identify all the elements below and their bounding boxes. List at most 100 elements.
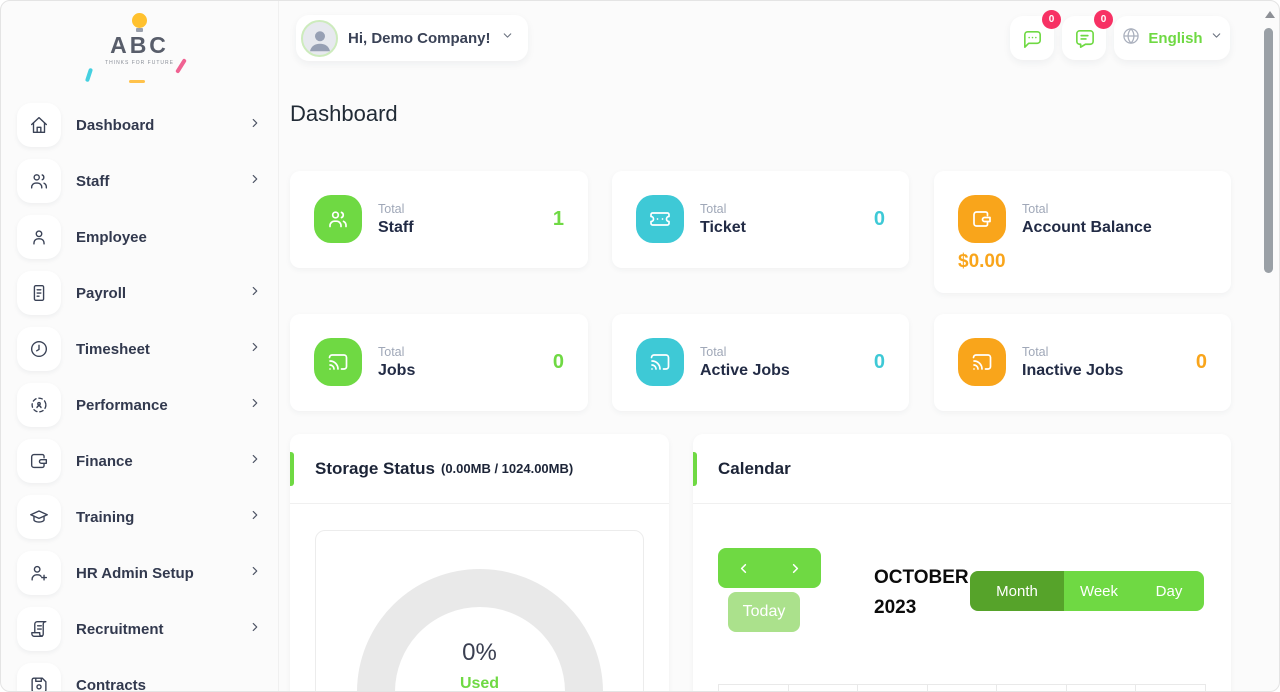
scrollbar[interactable]: [1262, 3, 1277, 691]
logo-accent-amber: [129, 80, 145, 83]
calendar-view-switcher: Month Week Day: [970, 571, 1204, 611]
stat-card-account-balance: Total Account Balance $0.00: [934, 171, 1231, 293]
language-selector[interactable]: English: [1114, 16, 1230, 60]
chevron-right-icon: [248, 452, 262, 471]
stat-value: 0: [553, 351, 564, 374]
calendar-panel: Calendar Today OCTOBER 2023 Month Week D…: [693, 434, 1231, 692]
calendar-month-title: OCTOBER 2023: [874, 563, 984, 623]
sidebar-item-hr-admin-setup[interactable]: HR Admin Setup: [17, 551, 262, 595]
stat-label-top: Total: [1022, 345, 1196, 359]
today-button[interactable]: Today: [728, 592, 800, 632]
logo-accent-cyan: [85, 68, 93, 83]
sidebar-item-label: Contracts: [76, 677, 262, 692]
month-view-button[interactable]: Month: [970, 571, 1064, 611]
wallet-icon: [958, 195, 1006, 243]
calendar-grid: [718, 684, 1206, 692]
stat-label-top: Total: [700, 345, 874, 359]
calendar-grid-cell[interactable]: [1066, 684, 1137, 692]
stat-label-top: Total: [378, 202, 553, 216]
sidebar-item-contracts[interactable]: Contracts: [17, 663, 262, 692]
sidebar-item-employee[interactable]: Employee: [17, 215, 262, 259]
sidebar-item-label: Recruitment: [76, 621, 248, 638]
cast-icon: [314, 338, 362, 386]
chevron-right-icon: [248, 620, 262, 639]
user-icon: [17, 215, 61, 259]
sidebar-item-payroll[interactable]: Payroll: [17, 271, 262, 315]
stat-value: 0: [874, 351, 885, 374]
users-icon: [314, 195, 362, 243]
sidebar-item-finance[interactable]: Finance: [17, 439, 262, 483]
sidebar: ABC THINKS FOR FUTURE Dashboard Staff Em…: [1, 1, 279, 691]
sidebar-item-label: Employee: [76, 229, 262, 246]
messages-button[interactable]: 0: [1010, 16, 1054, 60]
scroll-up-arrow-icon[interactable]: [1265, 11, 1275, 18]
calendar-title: Calendar: [718, 459, 791, 479]
app-window: ABC THINKS FOR FUTURE Dashboard Staff Em…: [0, 0, 1280, 692]
sidebar-item-performance[interactable]: Performance: [17, 383, 262, 427]
sidebar-item-label: Timesheet: [76, 341, 248, 358]
panel-accent: [290, 452, 294, 486]
calendar-grid-cell[interactable]: [788, 684, 859, 692]
scroll-icon: [17, 607, 61, 651]
user-menu[interactable]: Hi, Demo Company!: [296, 15, 528, 61]
stat-value: 0: [1196, 351, 1207, 374]
next-month-button[interactable]: [770, 548, 822, 588]
week-view-button[interactable]: Week: [1064, 571, 1134, 611]
sidebar-item-label: Staff: [76, 173, 248, 190]
language-label: English: [1148, 30, 1202, 47]
chevron-right-icon: [248, 340, 262, 359]
brand-logo[interactable]: ABC THINKS FOR FUTURE: [1, 1, 278, 103]
stat-label: Jobs: [378, 362, 553, 380]
storage-donut-chart: [357, 569, 603, 692]
sidebar-item-timesheet[interactable]: Timesheet: [17, 327, 262, 371]
sidebar-item-training[interactable]: Training: [17, 495, 262, 539]
day-view-button[interactable]: Day: [1134, 571, 1204, 611]
storage-donut-card: 0% Used: [315, 530, 644, 692]
wallet-icon: [17, 439, 61, 483]
sidebar-item-label: Payroll: [76, 285, 248, 302]
messages-badge: 0: [1042, 10, 1061, 29]
calendar-grid-cell[interactable]: [718, 684, 789, 692]
ticket-icon: [636, 195, 684, 243]
calendar-grid-cell[interactable]: [996, 684, 1067, 692]
chevron-right-icon: [248, 284, 262, 303]
prev-month-button[interactable]: [718, 548, 770, 588]
cast-icon: [636, 338, 684, 386]
chevron-right-icon: [248, 508, 262, 527]
lightbulb-icon: [132, 13, 147, 28]
chevron-right-icon: [248, 564, 262, 583]
target-icon: [17, 383, 61, 427]
storage-title: Storage Status: [315, 459, 435, 479]
cast-icon: [958, 338, 1006, 386]
clock-icon: [17, 327, 61, 371]
calendar-grid-cell[interactable]: [927, 684, 998, 692]
panel-accent: [693, 452, 697, 486]
receipt-icon: [17, 271, 61, 315]
users-icon: [17, 159, 61, 203]
stat-value: 1: [553, 208, 564, 231]
graduation-icon: [17, 495, 61, 539]
globe-icon: [1121, 26, 1141, 51]
sidebar-menu: Dashboard Staff Employee Payroll Timeshe…: [1, 103, 278, 692]
calendar-grid-cell[interactable]: [1135, 684, 1206, 692]
calendar-grid-cell[interactable]: [857, 684, 928, 692]
stat-card-inactive-jobs: Total Inactive Jobs 0: [934, 314, 1231, 411]
scrollbar-thumb[interactable]: [1264, 28, 1273, 273]
chevron-right-icon: [248, 396, 262, 415]
stat-label-top: Total: [378, 345, 553, 359]
stat-card-total-jobs: Total Jobs 0: [290, 314, 588, 411]
sidebar-item-label: Performance: [76, 397, 248, 414]
calendar-nav-group: [718, 548, 821, 588]
stat-label: Account Balance: [1022, 219, 1207, 237]
notifications-button[interactable]: 0: [1062, 16, 1106, 60]
floppy-icon: [17, 663, 61, 692]
notifications-badge: 0: [1094, 10, 1113, 29]
chevron-right-icon: [248, 172, 262, 191]
sidebar-item-staff[interactable]: Staff: [17, 159, 262, 203]
user-greeting: Hi, Demo Company!: [348, 30, 491, 47]
storage-status-panel: Storage Status (0.00MB / 1024.00MB) 0% U…: [290, 434, 669, 692]
sidebar-item-recruitment[interactable]: Recruitment: [17, 607, 262, 651]
sidebar-item-dashboard[interactable]: Dashboard: [17, 103, 262, 147]
stat-value: 0: [874, 208, 885, 231]
user-plus-icon: [17, 551, 61, 595]
